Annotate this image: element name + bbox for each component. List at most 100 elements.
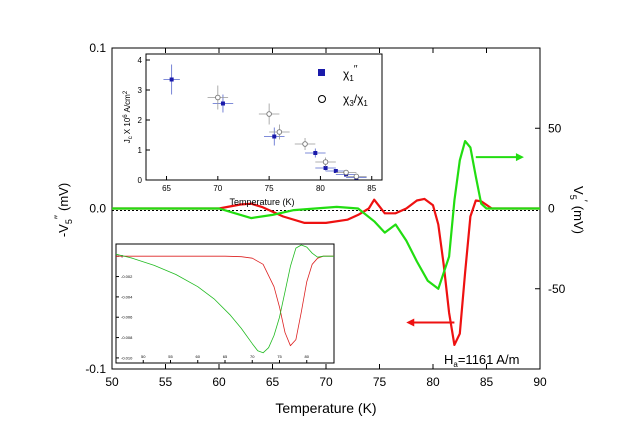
main-y-right-sub: 5 [568,195,578,200]
field-annotation-sub: a [453,360,458,369]
series-line-red [112,197,540,346]
legend-chi1-symbol: χ [343,67,350,81]
top-inset-frame [145,53,383,181]
series-line-green [112,140,540,290]
point-chi3-chi1 [353,173,360,180]
field-annotation-value: =1161 A/m [458,352,520,367]
bottom-inset: 50 55 60 65 70 75 800-0.002-0.004-0.006-0.008-… [115,243,335,364]
main-y-right-sup: ′ [577,200,589,202]
top-inset-x-label: Temperature (K) [229,197,294,207]
top-inset-y-mult: X 10 [123,117,132,134]
main-y-ticks-left: -0.1 0.0 0.1 [85,41,117,376]
main-y-left-main: -V [56,224,71,237]
legend-chi3-sep: /χ [354,92,364,106]
top-inset-y-sub: c [128,136,134,139]
point-chi3-chi1 [343,169,349,176]
top-inset-legend: χ1′′ χ3/χ1 [318,64,368,108]
top-inset-x-tick-label: 85 [367,184,376,193]
main-series-group [112,140,540,346]
legend-marker-filled-square [318,69,325,76]
bottom-inset-x-tick-label: 80 [305,354,310,359]
main-x-tick-label: 90 [533,375,547,389]
legend-entry-chi1: χ1′′ [343,64,358,83]
main-y-left-unit: (mV) [56,183,71,211]
main-y-ticks-right: -50 0 50 [535,121,566,296]
point-chi3-chi1 [276,129,283,135]
main-y-left-sup: ′′ [53,215,65,219]
bottom-inset-line-green [115,244,334,354]
bottom-inset-x-tick-label: 75 [277,354,282,359]
top-inset-y-unit: A/cm [123,94,132,113]
bottom-inset-x-tick-label: 60 [196,354,201,359]
main-y-right-tick-label: -50 [548,282,566,296]
point-chi3-chi1 [302,141,308,147]
bottom-inset-x-tick-label: 70 [250,354,255,359]
bottom-inset-y-tick-label: -0.010 [121,355,133,360]
legend-chi3-sub2: 1 [363,99,368,108]
top-inset-x-tick-label: 75 [265,184,274,193]
top-inset-y-tick-label: 3 [138,86,143,95]
main-x-ticks: 50 55 60 65 70 75 80 85 90 [105,48,547,389]
point-chi3-chi1 [322,159,329,165]
main-y-left-tick-label: 0.1 [89,41,106,55]
main-y-left-sub: 5 [64,219,74,224]
top-inset-x-tick-label: 80 [316,184,325,193]
main-y-right-main: V [571,186,586,195]
main-arrows-group [406,153,524,327]
top-inset-ticks: 65 70 75 80 85 0 1 2 3 4 [138,56,377,193]
main-x-tick-label: 65 [266,375,280,389]
bottom-inset-ticks: 50 55 60 65 70 75 800-0.002-0.004-0.006-0.008-… [116,254,310,363]
top-inset-y-exp: 6 [123,114,129,118]
bottom-inset-y-tick-label: -0.002 [121,274,133,279]
bottom-inset-y-tick-label: -0.008 [121,335,133,340]
main-y-right-tick-label: 50 [548,121,562,135]
field-annotation-h: H [444,352,453,367]
top-inset-y-j: J [123,139,132,143]
main-x-tick-label: 50 [105,375,119,389]
point-chi1 [313,151,318,155]
top-inset-y-tick-label: 4 [138,56,143,65]
bottom-inset-x-tick-label: 50 [141,354,146,359]
main-x-tick-label: 85 [480,375,494,389]
main-y-axis-label-right: V5′ (mV) [568,186,589,234]
top-inset-y-tick-label: 1 [138,146,143,155]
arrow-head [406,318,415,327]
point-chi1 [169,77,174,82]
bottom-inset-y-tick-label: -0.006 [121,315,133,320]
main-x-tick-label: 70 [319,375,333,389]
main-x-axis-label: Temperature (K) [275,400,376,416]
legend-entry-chi3-chi1: χ3/χ1 [343,92,368,108]
top-inset-points [163,64,367,180]
point-chi1 [272,134,277,139]
bottom-inset-frame [115,243,335,364]
top-inset-x-tick-label: 70 [213,184,222,193]
top-inset: 65 70 75 80 85 0 1 2 3 4 Temperature (K) Jc X 106A… [123,53,383,207]
top-inset-y-tick-label: 2 [138,116,143,125]
point-chi1 [333,169,338,173]
legend-chi1-sub: 1 [349,74,354,83]
main-y-left-tick-label: 0.0 [89,202,106,216]
top-inset-y-unit-sup: 2 [123,90,129,94]
main-x-tick-label: 55 [159,375,173,389]
legend-chi3-symbol: χ [343,92,350,106]
bottom-inset-x-tick-label: 55 [168,354,173,359]
main-y-left-tick-label: -0.1 [85,362,106,376]
legend-chi3-sub: 3 [349,99,354,108]
arrow-head [515,153,524,162]
point-chi1 [323,166,328,170]
main-y-right-tick-label: 0 [548,202,555,216]
bottom-inset-x-tick-label: 65 [223,354,228,359]
legend-chi1-sup: ′′ [354,64,358,75]
top-inset-y-label: Jc X 106A/cm2 [123,90,134,143]
bottom-inset-series [115,244,334,354]
point-chi3-chi1 [215,94,221,101]
main-y-axis-label-left: -V5′′ (mV) [53,183,74,237]
main-x-tick-label: 80 [426,375,440,389]
field-annotation: Ha=1161 A/m [444,352,519,369]
top-inset-x-tick-label: 65 [162,184,171,193]
bottom-inset-y-tick-label: -0.004 [121,294,133,299]
point-chi3-chi1 [266,111,272,117]
main-y-right-unit: (mV) [571,206,586,234]
